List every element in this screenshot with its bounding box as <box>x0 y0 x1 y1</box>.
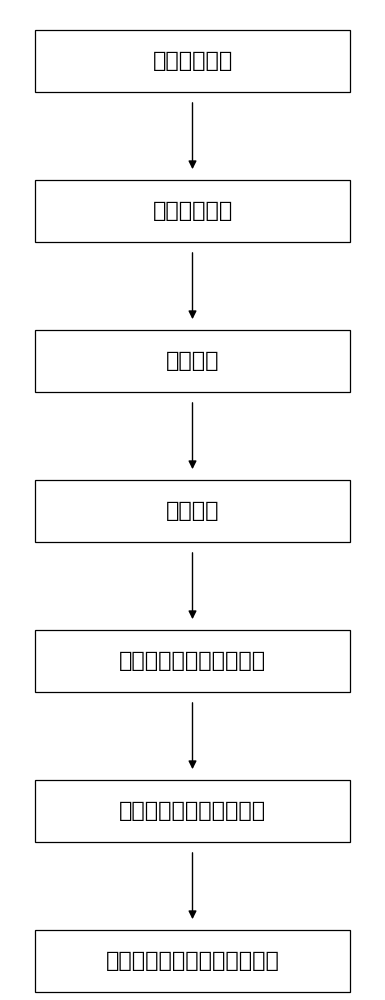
Text: 构建模拟单元输入数据库: 构建模拟单元输入数据库 <box>119 651 266 671</box>
Text: 乘以面积得到土壤有机碳储量: 乘以面积得到土壤有机碳储量 <box>105 951 280 971</box>
Bar <box>35 930 350 992</box>
Text: 模拟得到土壤有机碳密度: 模拟得到土壤有机碳密度 <box>119 801 266 821</box>
Bar <box>35 630 350 692</box>
Bar <box>35 180 350 242</box>
Bar <box>35 780 350 842</box>
Bar <box>35 330 350 392</box>
Text: 模型校准: 模型校准 <box>166 351 219 371</box>
Text: 划分模拟单元: 划分模拟单元 <box>152 51 233 71</box>
Text: 模型验证: 模型验证 <box>166 501 219 521</box>
Text: 模型参数设定: 模型参数设定 <box>152 201 233 221</box>
Bar <box>35 480 350 542</box>
Bar <box>35 30 350 92</box>
